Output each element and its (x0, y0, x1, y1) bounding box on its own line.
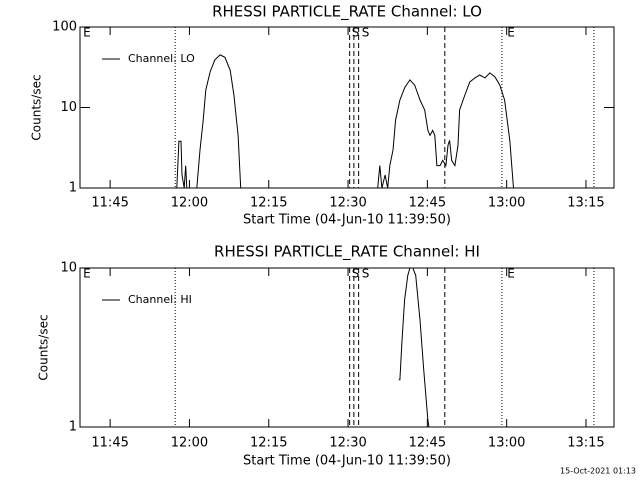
x-axis-label: Start Time (04-Jun-10 11:39:50) (243, 213, 451, 228)
x-tick-label: 13:15 (567, 436, 604, 451)
event-annotation: E (507, 26, 515, 40)
x-tick-label: 13:00 (488, 196, 525, 211)
y-tick-label: 100 (52, 20, 77, 35)
y-tick-label: 1 (69, 420, 77, 435)
x-tick-label: 12:30 (329, 436, 366, 451)
event-annotation: S (362, 26, 370, 40)
x-tick-label: 11:45 (91, 196, 128, 211)
x-tick-label: 12:45 (409, 196, 446, 211)
event-annotation: S (362, 267, 370, 281)
panel-title: RHESSI PARTICLE_RATE Channel: HI (214, 243, 480, 262)
event-annotation: E (83, 26, 91, 40)
x-tick-label: 13:00 (488, 436, 525, 451)
y-tick-label: 10 (60, 100, 77, 115)
event-annotation: S (352, 267, 360, 281)
y-axis-label: Counts/sec (30, 74, 44, 140)
x-tick-label: 12:15 (250, 436, 287, 451)
x-tick-label: 12:45 (409, 436, 446, 451)
y-tick-label: 10 (60, 261, 77, 276)
data-line (176, 54, 514, 188)
plot-frame (79, 267, 615, 428)
event-annotation: S (352, 26, 360, 40)
x-tick-label: 12:15 (250, 196, 287, 211)
x-tick-label: 12:30 (329, 196, 366, 211)
footer-timestamp: 15-Oct-2021 01:13 (560, 467, 636, 476)
legend-label: Channel: HI (128, 293, 192, 306)
legend-label: Channel: LO (128, 52, 195, 65)
y-tick-label: 1 (69, 181, 77, 196)
x-tick-label: 12:00 (171, 436, 208, 451)
event-annotation: E (507, 267, 515, 281)
x-tick-label: 12:00 (171, 196, 208, 211)
event-annotation: E (83, 267, 91, 281)
x-axis-label: Start Time (04-Jun-10 11:39:50) (243, 454, 451, 469)
data-line (398, 268, 430, 427)
x-tick-label: 11:45 (91, 436, 128, 451)
x-tick-label: 13:15 (567, 196, 604, 211)
panel-title: RHESSI PARTICLE_RATE Channel: LO (212, 3, 482, 22)
y-axis-label: Counts/sec (37, 314, 51, 380)
